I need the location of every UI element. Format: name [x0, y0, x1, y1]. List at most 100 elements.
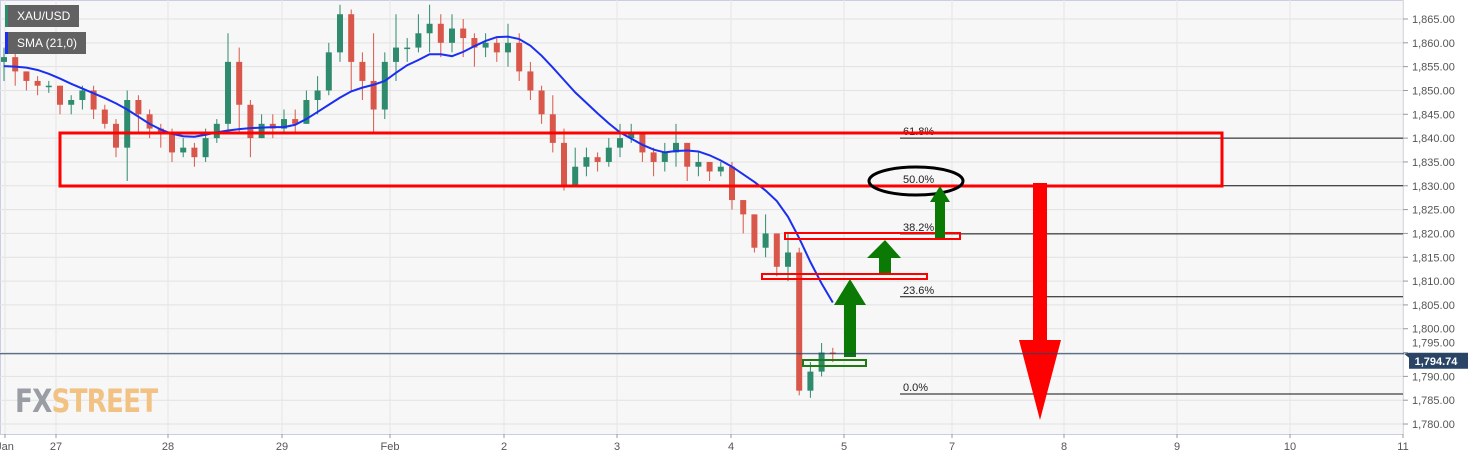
symbol-color-marker — [5, 5, 8, 27]
candle-body — [505, 42, 511, 53]
x-tick-label: 5 — [841, 441, 847, 453]
y-tick-label: 1,780.00 — [1412, 419, 1455, 431]
candle-body — [583, 157, 590, 167]
candle-body — [113, 123, 119, 148]
x-tick-label: 8 — [1061, 441, 1067, 453]
candle-body — [673, 142, 679, 153]
candle-body — [68, 100, 75, 105]
candle-body — [258, 123, 265, 139]
candle-body — [639, 133, 646, 153]
up-arrow-small-icon — [930, 186, 950, 238]
candle-body — [729, 166, 735, 201]
candle-body — [23, 71, 30, 81]
y-tick-label: 1,800.00 — [1412, 324, 1455, 336]
indicator-color-marker — [5, 32, 8, 54]
fib-label: 23.6% — [903, 285, 934, 297]
candle-body — [516, 42, 523, 72]
candle-body — [12, 57, 19, 72]
candle-body — [717, 166, 724, 172]
candle-body — [617, 138, 623, 148]
x-axis: Jan 27 28 29 Feb 2 3 4 5 7 8 9 10 11 — [0, 434, 1409, 453]
candle-body — [751, 214, 758, 248]
candle-body — [79, 90, 86, 101]
candle-body — [594, 157, 601, 162]
y-tick-label: 1,830.00 — [1412, 181, 1455, 193]
y-tick-label: 1,835.00 — [1412, 157, 1455, 169]
candle-body — [449, 28, 455, 43]
candle-body — [572, 166, 579, 186]
candle-body — [796, 252, 803, 391]
y-tick-label: 1,850.00 — [1412, 85, 1455, 97]
x-tick-label: Feb — [381, 441, 400, 453]
y-tick-label: 1,840.00 — [1412, 133, 1455, 145]
fib-label: 0.0% — [903, 382, 928, 394]
candle-body — [325, 52, 332, 91]
candle-body — [45, 85, 52, 88]
candle-body — [561, 142, 567, 186]
candle-body — [281, 119, 287, 129]
candle-body — [740, 200, 747, 215]
x-tick-label: 28 — [162, 441, 174, 453]
candle-body — [337, 14, 343, 53]
candle-body — [101, 109, 108, 124]
candle-body — [404, 47, 411, 50]
candle-body — [314, 90, 321, 101]
candles — [1, 4, 836, 398]
candle-body — [34, 80, 41, 86]
candle-body — [818, 352, 825, 372]
fibonacci-retracement: 61.8%50.0%38.2%23.6%0.0% — [900, 126, 1403, 395]
candle-body — [303, 100, 310, 124]
watermark-street: STREET — [51, 382, 159, 420]
candle-body — [135, 100, 142, 115]
candle-body — [527, 71, 534, 91]
candle-body — [381, 61, 388, 110]
candle-body — [236, 61, 243, 105]
watermark-fx: FX — [15, 382, 52, 420]
candle-body — [605, 147, 612, 162]
candle-body — [57, 85, 63, 105]
candle-body — [191, 147, 198, 158]
y-tick-label: 1,790.00 — [1412, 371, 1455, 383]
candle-body — [157, 128, 164, 134]
resistance-zone-box — [58, 131, 1224, 188]
x-tick-label: 10 — [1284, 441, 1296, 453]
candle-body — [762, 233, 769, 248]
symbol-label[interactable]: XAU/USD — [5, 5, 80, 27]
candle-body — [482, 42, 489, 48]
candle-body — [684, 142, 691, 167]
candle-body — [437, 23, 444, 43]
candle-body — [359, 61, 366, 81]
indicator-text: SMA (21,0) — [17, 36, 78, 50]
candle-body — [348, 14, 355, 62]
fib-label: 38.2% — [903, 222, 934, 234]
resistance-box-382 — [784, 232, 961, 240]
y-tick-label: 1,810.00 — [1412, 276, 1455, 288]
candle-body — [1, 57, 7, 62]
y-tick-label: 1,820.00 — [1412, 228, 1455, 240]
sma-line — [3, 35, 834, 304]
candle-body — [807, 371, 814, 391]
candle-body — [393, 47, 399, 62]
candle-body — [695, 161, 702, 167]
fxstreet-watermark: FXSTREET — [15, 382, 159, 420]
candle-body — [146, 114, 153, 129]
x-tick-label: 4 — [728, 441, 734, 453]
indicator-label[interactable]: SMA (21,0) — [5, 32, 87, 54]
support-box — [802, 359, 867, 367]
candle-body — [549, 114, 556, 143]
y-tick-label: 1,825.00 — [1412, 205, 1455, 217]
last-price-badge — [1404, 352, 1468, 369]
candle-body — [493, 42, 500, 53]
candle-body — [661, 152, 668, 162]
candle-body — [90, 90, 97, 110]
up-arrow-medium-icon — [867, 240, 901, 273]
up-arrow-large-icon — [834, 279, 866, 357]
candle-body — [773, 233, 780, 267]
candle-body — [415, 33, 422, 48]
candle-body — [180, 147, 187, 153]
y-tick-label: 1,855.00 — [1412, 62, 1455, 74]
y-tick-label: 1,815.00 — [1412, 252, 1455, 264]
candle-body — [426, 23, 433, 34]
y-axis: 1,865.00 1,860.00 1,855.00 1,850.00 1,845.00… — [1403, 14, 1455, 431]
